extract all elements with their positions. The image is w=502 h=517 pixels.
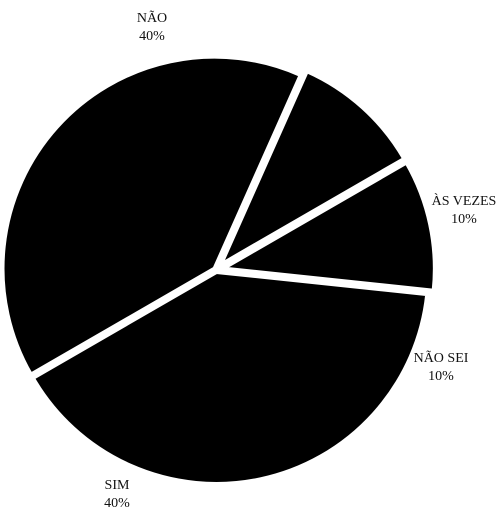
- pie-slice-4: [0, 54, 304, 378]
- slice-percent-1: 40%: [139, 29, 165, 44]
- slice-percent-4: 40%: [104, 496, 130, 511]
- slice-label-1: NÃO: [137, 10, 167, 26]
- slice-label-4: SIM: [105, 478, 130, 493]
- slice-label-2: ÀS VEZES: [432, 192, 497, 209]
- slice-label-3: NÃO SEI: [414, 350, 469, 366]
- pie-slice-2: [216, 159, 437, 293]
- pie-slice-3: [216, 68, 408, 270]
- slice-percent-2: 10%: [451, 212, 477, 227]
- pie-slice-1: [30, 269, 430, 486]
- slice-percent-3: 10%: [428, 369, 454, 384]
